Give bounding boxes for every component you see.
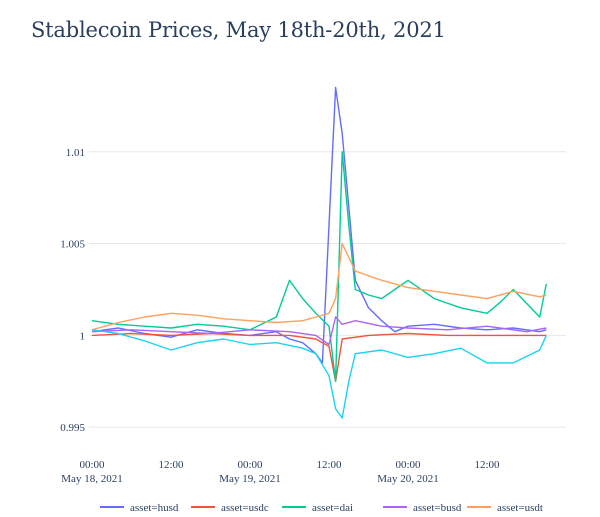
series-line-husd bbox=[91, 86, 547, 364]
x-tick-sublabel: May 20, 2021 bbox=[377, 473, 438, 485]
series-lines bbox=[91, 86, 547, 419]
gridlines bbox=[89, 151, 566, 428]
legend-label: asset=dai bbox=[312, 502, 353, 514]
x-tick-label: 12:00 bbox=[474, 459, 500, 471]
x-tick-label: 12:00 bbox=[316, 459, 342, 471]
y-tick-label: 1.005 bbox=[60, 239, 85, 251]
series-line-unlabeled bbox=[91, 329, 547, 419]
x-tick-label: 12:00 bbox=[158, 459, 184, 471]
legend-label: asset=busd bbox=[413, 502, 462, 514]
legend[interactable]: asset=husd asset=usdc asset=dai asset=busd a… bbox=[100, 502, 543, 514]
x-axis: 00:00 May 18, 2021 12:00 00:00 May 19, 2021 1… bbox=[61, 459, 500, 485]
series-line-busd bbox=[91, 316, 547, 346]
y-tick-label: 0.995 bbox=[60, 422, 85, 434]
legend-item-husd[interactable]: asset=husd bbox=[100, 502, 179, 514]
legend-label: asset=usdt bbox=[497, 502, 543, 514]
legend-label: asset=husd bbox=[130, 502, 179, 514]
chart-title: Stablecoin Prices, May 18th-20th, 2021 bbox=[31, 18, 446, 42]
legend-label: asset=usdc bbox=[221, 502, 269, 514]
x-tick-sublabel: May 19, 2021 bbox=[219, 473, 280, 485]
series-line-usdc bbox=[91, 332, 547, 382]
x-tick-label: 00:00 bbox=[237, 459, 263, 471]
legend-item-busd[interactable]: asset=busd bbox=[383, 502, 462, 514]
x-tick-label: 00:00 bbox=[395, 459, 421, 471]
legend-item-usdt[interactable]: asset=usdt bbox=[467, 502, 543, 514]
legend-item-usdc[interactable]: asset=usdc bbox=[191, 502, 269, 514]
y-axis: 0.995 1 1.005 1.01 bbox=[60, 147, 85, 434]
series-line-dai bbox=[91, 151, 547, 382]
y-tick-label: 1 bbox=[80, 330, 86, 342]
x-tick-sublabel: May 18, 2021 bbox=[61, 473, 122, 485]
series-line-usdt bbox=[91, 242, 547, 331]
y-tick-label: 1.01 bbox=[66, 147, 85, 159]
x-tick-label: 00:00 bbox=[79, 459, 105, 471]
legend-item-dai[interactable]: asset=dai bbox=[282, 502, 353, 514]
